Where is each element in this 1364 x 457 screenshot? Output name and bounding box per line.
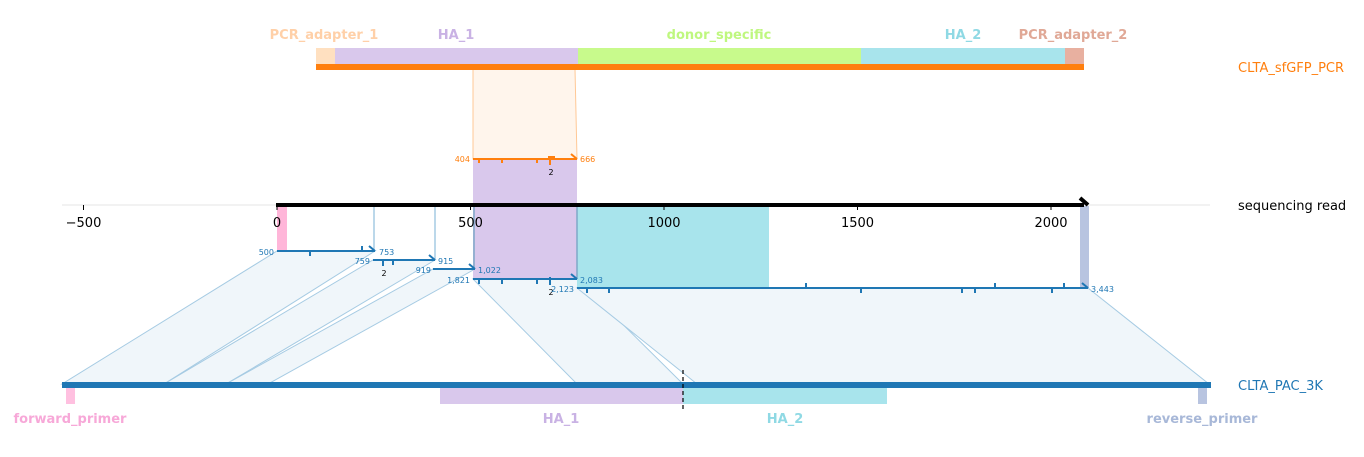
alignment-start-label: 2,123	[551, 285, 574, 294]
read-ha-1-region	[473, 159, 577, 279]
bottom-feature-forward-primer	[66, 388, 75, 404]
alignment-arrow-head	[468, 263, 476, 270]
alignment-end-label: 2,083	[580, 276, 603, 285]
axis-tick-label: 1000	[647, 216, 680, 231]
alignment-arrow-head	[1081, 282, 1089, 289]
read-forward-primer-region	[277, 206, 287, 251]
insertion-count-label: 2	[381, 269, 386, 278]
alignment-arrow-head	[570, 153, 578, 160]
top-feature-label-pcr-adapter-1: PCR_adapter_1	[270, 28, 379, 43]
top-feature-pcr-adapter-1	[316, 48, 335, 65]
top-feature-label-donor-specific: donor_specific	[667, 28, 772, 43]
read-arrow-head	[1078, 196, 1090, 207]
top-reference: PCR_adapter_1 HA_1 donor_specific HA_2 P…	[270, 28, 1344, 76]
alignment-arrow-head	[428, 254, 436, 261]
bottom-feature-reverse-primer	[1198, 388, 1207, 404]
bottom-reference-name: CLTA_PAC_3K	[1238, 379, 1323, 394]
axis-tick-label: −500	[66, 216, 102, 231]
top-reference-name: CLTA_sfGFP_PCR	[1238, 61, 1344, 76]
read-name: sequencing read	[1238, 199, 1346, 214]
alignment-start-label: 404	[455, 155, 470, 164]
alignment-start-label: 1,821	[447, 276, 470, 285]
bottom-feature-ha-1	[440, 388, 683, 404]
axis-tick-label: 0	[273, 216, 281, 231]
alignment-arrow-head	[570, 273, 578, 280]
alignment-start-label: 759	[355, 257, 370, 266]
alignment-start-label: 919	[416, 266, 431, 275]
bottom-feature-label-ha-1: HA_1	[543, 412, 580, 427]
read-ha-2-region	[577, 206, 769, 288]
top-feature-pcr-adapter-2	[1065, 48, 1084, 65]
insertion-count-label: 2	[548, 288, 553, 297]
bottom-reference: forward_primer HA_1 HA_2 reverse_primer …	[14, 370, 1323, 427]
top-feature-donor-specific	[578, 48, 861, 65]
top-feature-label-ha-2: HA_2	[945, 28, 982, 43]
bottom-feature-label-reverse-primer: reverse_primer	[1147, 412, 1259, 427]
bottom-reference-bar	[62, 382, 1211, 388]
alignment-start-label: 500	[259, 248, 274, 257]
alignment-end-label: 753	[379, 248, 394, 257]
top-feature-ha-2	[861, 48, 1065, 65]
axis-tick-label: 500	[458, 216, 483, 231]
alignment-end-label: 666	[580, 155, 595, 164]
axis-ticks: −500 0 500 1000 1500 2000	[66, 205, 1068, 231]
read-reverse-primer-region	[1080, 206, 1089, 288]
axis-tick-label: 1500	[841, 216, 874, 231]
bottom-alignments: 500 753 759 915 2 919 1,022 1,821 2,083 …	[259, 245, 1114, 297]
top-feature-label-pcr-adapter-2: PCR_adapter_2	[1019, 28, 1128, 43]
bottom-feature-label-ha-2: HA_2	[767, 412, 804, 427]
bottom-feature-label-forward-primer: forward_primer	[14, 412, 128, 427]
axis-tick-label: 2000	[1034, 216, 1067, 231]
top-feature-ha-1	[335, 48, 578, 65]
insertion-count-label: 2	[548, 168, 553, 177]
alignment-end-label: 1,022	[478, 266, 501, 275]
alignment-end-label: 3,443	[1091, 285, 1114, 294]
bottom-feature-ha-2	[683, 388, 887, 404]
top-reference-bar	[316, 64, 1084, 70]
alignment-end-label: 915	[438, 257, 453, 266]
alignment-arrow-head	[368, 245, 376, 252]
read-axis: −500 0 500 1000 1500 2000 sequencing read	[62, 196, 1346, 231]
read-region-shading	[277, 159, 1089, 288]
top-feature-label-ha-1: HA_1	[438, 28, 475, 43]
bottom-connector-5	[575, 287, 1211, 385]
top-connector	[472, 68, 578, 160]
top-alignment: 404 666 2	[455, 153, 595, 177]
